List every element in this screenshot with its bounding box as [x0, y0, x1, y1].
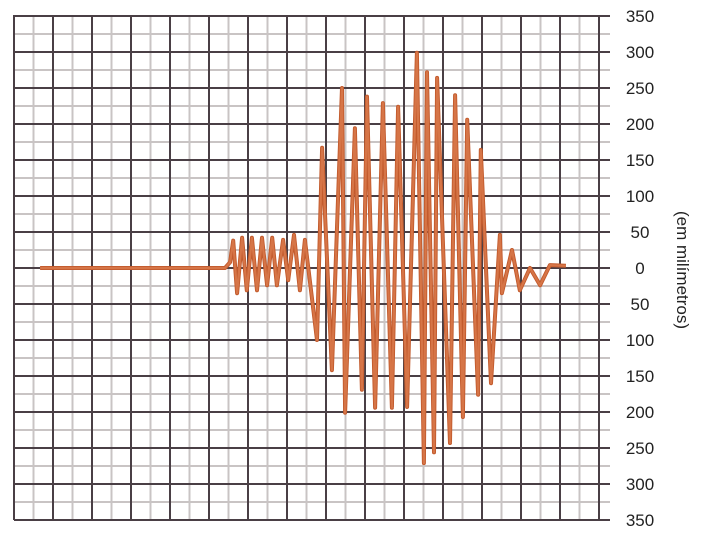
- y-tick-label: 350: [626, 7, 654, 26]
- y-tick-label: 200: [626, 115, 654, 134]
- y-tick-label: 50: [631, 223, 650, 242]
- y-tick-label: 100: [626, 187, 654, 206]
- y-tick-label: 150: [626, 367, 654, 386]
- y-tick-label: 250: [626, 79, 654, 98]
- y-tick-label: 300: [626, 475, 654, 494]
- y-tick-label: 150: [626, 151, 654, 170]
- seismic-trace-highlight: [40, 51, 566, 465]
- y-tick-label: 250: [626, 439, 654, 458]
- y-tick-label: 300: [626, 43, 654, 62]
- y-axis-label: (em milímetros): [673, 211, 692, 329]
- y-tick-label: 50: [631, 295, 650, 314]
- trace: [40, 50, 566, 466]
- y-tick-label: 200: [626, 403, 654, 422]
- y-tick-label: 100: [626, 331, 654, 350]
- y-axis-ticks: 350 300 250 200 150 100 50 0 50 100 150 200 250 300 35…: [626, 7, 654, 530]
- y-tick-label: 350: [626, 511, 654, 530]
- y-tick-label: 0: [635, 259, 644, 278]
